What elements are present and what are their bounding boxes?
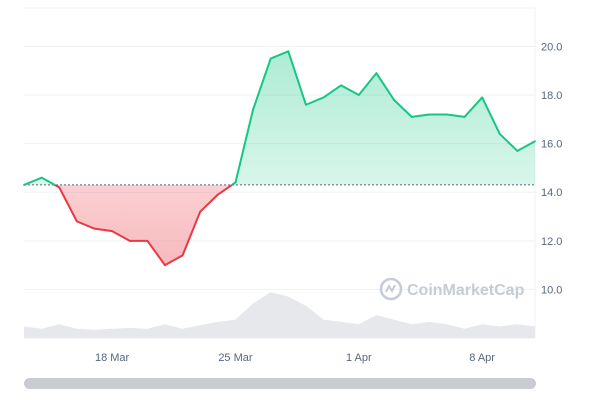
x-axis-labels: 18 Mar 25 Mar 1 Apr 8 Apr: [95, 352, 495, 364]
price-point: [534, 140, 536, 143]
x-tick-label: 1 Apr: [346, 352, 372, 364]
price-point: [58, 186, 61, 189]
price-point: [393, 98, 395, 101]
price-point: [111, 230, 114, 232]
price-point: [322, 96, 325, 99]
x-tick-label: 8 Apr: [469, 352, 495, 364]
volume-area-path: [24, 292, 535, 338]
price-point: [93, 227, 96, 230]
price-point: [445, 113, 448, 116]
price-line-down: [24, 184, 234, 267]
price-point: [481, 96, 484, 99]
price-point: [287, 50, 290, 53]
price-point: [216, 193, 219, 196]
price-point: [164, 264, 166, 267]
y-tick-label: 14.0: [541, 187, 562, 199]
price-point: [146, 239, 149, 242]
volume-area: [24, 292, 535, 338]
y-tick-label: 16.0: [541, 139, 562, 151]
price-point: [463, 116, 466, 118]
chart-scrollbar[interactable]: [24, 378, 536, 389]
price-point: [498, 133, 501, 135]
area-above-baseline: [24, 51, 535, 185]
y-tick-label: 10.0: [541, 284, 562, 296]
price-point: [252, 108, 254, 111]
price-point: [516, 150, 519, 152]
y-tick-label: 12.0: [541, 236, 562, 248]
y-axis-labels: 10.0 12.0 14.0 16.0 18.0 20.0: [541, 41, 562, 296]
price-point: [75, 220, 78, 223]
price-areas: [24, 51, 535, 266]
coinmarketcap-logo-icon: [379, 277, 403, 301]
y-tick-label: 18.0: [541, 90, 562, 102]
watermark-text: CoinMarketCap: [407, 282, 525, 299]
price-point: [128, 239, 131, 242]
x-tick-label: 25 Mar: [218, 352, 253, 364]
price-point: [23, 184, 25, 186]
price-point: [375, 72, 378, 75]
price-point: [199, 210, 202, 213]
area-below-baseline: [54, 184, 232, 266]
watermark: CoinMarketCap: [379, 277, 525, 301]
price-line-up: [23, 50, 536, 185]
price-point: [305, 103, 307, 106]
price-point: [428, 113, 431, 116]
y-tick-label: 20.0: [541, 41, 562, 53]
price-point: [40, 176, 43, 179]
price-point: [357, 94, 360, 96]
price-point: [234, 181, 237, 184]
price-lines: [23, 50, 536, 267]
price-point: [340, 84, 343, 87]
x-tick-label: 18 Mar: [95, 352, 130, 364]
price-point: [269, 57, 272, 60]
price-point: [181, 254, 184, 257]
price-point: [410, 116, 413, 118]
